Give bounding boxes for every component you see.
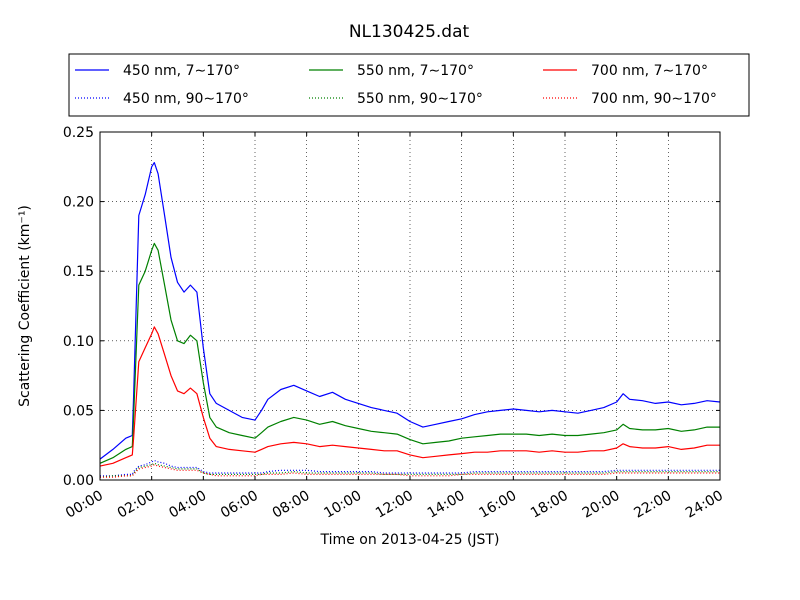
x-tick-label: 02:00 — [115, 488, 158, 522]
x-tick-label: 22:00 — [631, 488, 674, 522]
legend-label: 700 nm, 90∼170° — [591, 91, 717, 107]
x-tick-label: 20:00 — [580, 488, 623, 522]
y-tick-label: 0.05 — [63, 403, 94, 419]
legend-label: 450 nm, 90∼170° — [123, 91, 249, 107]
y-axis-label: Scattering Coefficient (km⁻¹) — [17, 205, 33, 407]
series-line-3 — [100, 459, 720, 477]
x-tick-label: 00:00 — [63, 488, 106, 522]
legend: 450 nm, 7∼170° 550 nm, 7∼170° 700 nm, 7∼17… — [68, 53, 750, 117]
x-tick-label: 14:00 — [425, 488, 468, 522]
series-layer — [99, 162, 721, 478]
series-line-0 — [99, 162, 721, 460]
legend-label: 450 nm, 7∼170° — [123, 63, 240, 79]
legend-box — [68, 53, 750, 117]
x-tick-label: 16:00 — [476, 488, 519, 522]
series-line-4 — [99, 462, 720, 478]
y-tick-label: 0.15 — [63, 264, 94, 280]
x-tick-label: 08:00 — [270, 488, 313, 522]
series-line-2 — [99, 326, 720, 467]
x-tick-label: 12:00 — [373, 488, 416, 522]
y-tick-label: 0.20 — [63, 195, 94, 211]
grid — [100, 132, 720, 480]
x-tick-label: 24:00 — [683, 488, 726, 522]
legend-label: 700 nm, 7∼170° — [591, 63, 708, 79]
series-line-1 — [99, 242, 720, 464]
y-tick-label: 0.10 — [63, 334, 94, 350]
legend-label: 550 nm, 7∼170° — [357, 63, 474, 79]
x-tick-label: 18:00 — [528, 488, 571, 522]
x-tick-label: 04:00 — [166, 488, 209, 522]
x-tick-label: 10:00 — [321, 488, 364, 522]
x-axis-label: Time on 2013-04-25 (JST) — [320, 532, 500, 548]
x-tick-label: 06:00 — [218, 488, 261, 522]
chart-title: NL130425.dat — [349, 22, 470, 42]
y-tick-label: 0.25 — [63, 125, 94, 141]
y-tick-label: 0.00 — [63, 473, 94, 489]
legend-label: 550 nm, 90∼170° — [357, 91, 483, 107]
